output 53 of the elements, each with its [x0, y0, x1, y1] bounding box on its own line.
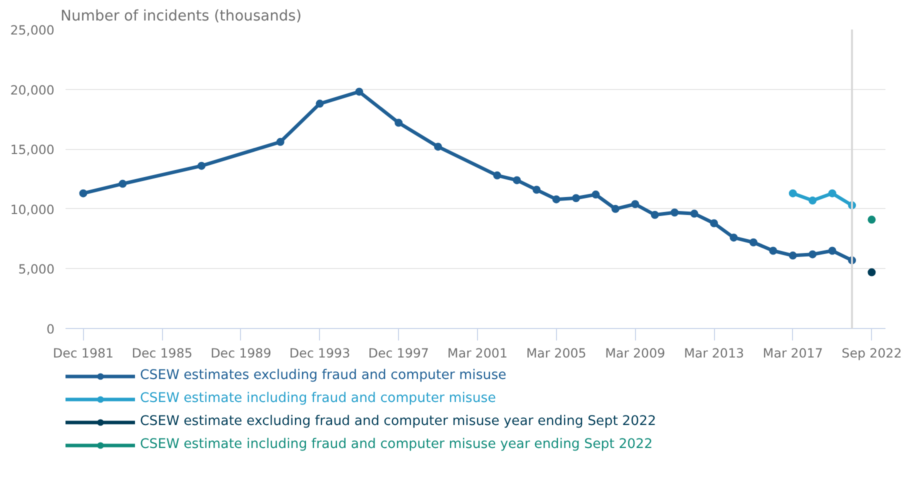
x-tick-label: Dec 1981: [52, 346, 114, 360]
point: [670, 208, 679, 216]
point: [572, 194, 580, 202]
x-tick-label: Mar 2005: [526, 346, 586, 360]
text: CSEW estimate including fraud and computer misuse: [140, 391, 496, 406]
y-tick-label: 10,000: [10, 202, 55, 217]
point: [276, 138, 284, 146]
point: [868, 216, 876, 224]
point: [355, 88, 364, 96]
point: [788, 189, 797, 198]
point: [730, 234, 738, 242]
x-tick-label: Mar 2017: [762, 346, 823, 360]
point: [868, 268, 876, 276]
point: [749, 238, 758, 246]
point: [611, 204, 620, 213]
point: [394, 118, 403, 127]
point: [592, 190, 600, 199]
x-tick-label: Dec 1989: [210, 346, 272, 360]
point: [631, 200, 640, 208]
point: [552, 195, 560, 204]
point: [493, 171, 502, 180]
text: CSEW estimates excluding fraud and computer misuse: [140, 368, 506, 383]
point: [512, 176, 521, 184]
y-tick-label: 25,000: [10, 22, 55, 38]
point: [828, 189, 836, 198]
x-tick-label: Dec 1997: [368, 346, 429, 360]
y-axis-title: Number of incidents (thousands): [60, 8, 302, 24]
y-tick-label: 20,000: [10, 82, 55, 98]
point: [710, 219, 718, 228]
point: [788, 252, 797, 260]
point: [690, 210, 698, 218]
text: CSEW estimate excluding fraud and computer misuse year ending Sept 2022: [140, 414, 656, 429]
x-tick-label: Mar 2001: [447, 346, 508, 360]
point: [532, 186, 541, 194]
point: [650, 210, 659, 219]
point: [808, 196, 817, 205]
x-tick-label: Dec 1993: [289, 346, 350, 360]
point: [118, 180, 127, 188]
point: [828, 246, 836, 255]
x-tick-label: Dec 1985: [132, 346, 192, 360]
x-tick-label: Mar 2013: [684, 346, 744, 360]
x-tick-label: Mar 2009: [605, 346, 666, 360]
point: [198, 162, 206, 170]
y-tick-label: 5,000: [18, 262, 54, 277]
point: [79, 189, 88, 198]
y-tick-label: 0: [46, 322, 55, 336]
point: [769, 246, 778, 255]
point: [316, 100, 324, 108]
y-tick-label: 15,000: [10, 142, 55, 158]
point: [434, 142, 442, 151]
text: CSEW estimate including fraud and computer misuse year ending Sept 2022: [140, 437, 653, 452]
x-tick-label: Sep 2022: [842, 346, 902, 360]
point: [808, 250, 817, 258]
